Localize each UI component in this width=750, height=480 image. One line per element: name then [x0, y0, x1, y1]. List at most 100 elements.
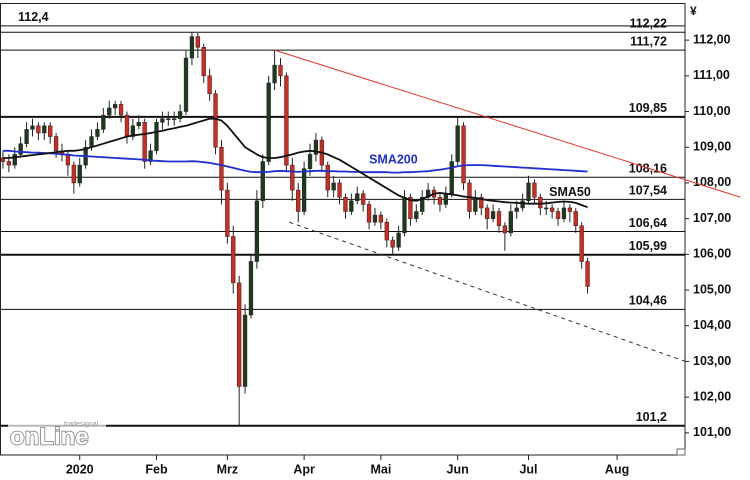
plot-frame — [0, 3, 686, 456]
candle-body — [479, 196, 484, 209]
level-label: 104,46 — [629, 294, 667, 308]
candle-body — [36, 125, 41, 134]
candle-body — [549, 207, 555, 212]
y-tick-label: 102,00 — [693, 389, 731, 403]
candle-body — [538, 196, 543, 209]
candle-body — [443, 193, 448, 205]
candle-body — [101, 114, 106, 130]
candle-body — [148, 150, 153, 162]
candle-body — [136, 121, 141, 127]
y-tick-label: 105,00 — [693, 282, 731, 296]
candle-body — [561, 207, 567, 219]
y-tick-label: 107,00 — [693, 211, 731, 225]
candle-body — [532, 182, 537, 198]
candle-body — [508, 211, 513, 234]
candle-body — [118, 104, 124, 116]
x-tick-label: Mai — [370, 462, 391, 476]
y-tick-label: 104,00 — [693, 318, 731, 332]
candle-body — [520, 200, 525, 209]
y-tick-label: 106,00 — [693, 247, 731, 261]
candle-body — [473, 196, 478, 212]
candle-body — [420, 196, 425, 212]
candle-body — [296, 189, 301, 212]
candle-body — [437, 196, 443, 205]
candle-body — [490, 211, 496, 219]
candle-body — [154, 121, 159, 152]
candle-body — [555, 211, 561, 219]
candle-body — [284, 75, 289, 166]
candle-body — [18, 143, 23, 155]
level-label: 112,4 — [18, 10, 49, 24]
candle-body — [461, 125, 466, 184]
candle-body — [77, 164, 82, 184]
candle-body — [30, 125, 35, 130]
candle-body — [355, 193, 360, 202]
unit-label: ¥ — [690, 4, 697, 18]
candle-body — [384, 221, 389, 241]
candle-body — [544, 207, 549, 210]
candle-body — [343, 196, 348, 212]
candle-body — [201, 47, 206, 77]
candle-body — [378, 214, 384, 223]
candles — [0, 32, 590, 426]
candle-body — [65, 154, 71, 166]
logo: tradesignal onLine — [8, 418, 106, 451]
candle-body — [455, 125, 460, 162]
candle-body — [254, 200, 260, 262]
candle-body — [219, 146, 224, 191]
candle-body — [113, 104, 118, 109]
y-tick-label: 112,00 — [693, 32, 731, 46]
candle-body — [313, 139, 319, 155]
candle-body — [325, 164, 330, 191]
candle-body — [402, 196, 407, 234]
candle-body — [53, 136, 59, 152]
candle-body — [89, 136, 94, 148]
x-tick-label: Aug — [605, 462, 629, 476]
candle-body — [361, 193, 366, 205]
candle-body — [408, 196, 413, 219]
candle-body — [272, 64, 277, 84]
candle-body — [260, 161, 265, 202]
candle-body — [390, 239, 395, 248]
candle-body — [124, 114, 130, 137]
candle-body — [12, 154, 17, 166]
candle-body — [396, 232, 401, 248]
candle-body — [42, 125, 47, 134]
candle-body — [290, 164, 295, 191]
candle-body — [449, 161, 454, 194]
y-tick-label: 103,00 — [693, 354, 731, 368]
candle-body — [526, 182, 531, 202]
candle-body — [166, 118, 171, 120]
level-label: 112,22 — [629, 17, 667, 31]
level-label: 105,99 — [629, 239, 667, 253]
trendline — [274, 49, 741, 198]
candle-body — [502, 225, 508, 234]
logo-bg — [8, 418, 106, 450]
level-label: 101,2 — [636, 410, 667, 424]
candle-body — [172, 118, 177, 120]
x-tick-label: Mrz — [217, 462, 239, 476]
candle-body — [567, 207, 572, 212]
candle-body — [248, 261, 254, 316]
logo-main: onLine — [10, 423, 89, 450]
candle-body — [485, 207, 490, 219]
candle-body — [48, 125, 53, 137]
series-label: SMA200 — [369, 153, 418, 167]
candle-body — [95, 129, 100, 137]
trendline — [289, 221, 686, 362]
candle-body — [130, 125, 136, 137]
candle-body — [366, 204, 372, 223]
series-label: SMA50 — [549, 185, 591, 199]
x-tick-label: Jun — [447, 462, 469, 476]
x-tick-label: Jul — [519, 462, 537, 476]
candle-body — [573, 211, 578, 227]
y-tick-label: 108,00 — [693, 175, 731, 189]
candle-body — [160, 118, 165, 123]
candle-body — [585, 261, 590, 287]
candle-body — [71, 164, 76, 184]
sma-line — [3, 117, 588, 209]
x-tick-label: 2020 — [66, 462, 94, 476]
candle-body — [0, 157, 6, 162]
